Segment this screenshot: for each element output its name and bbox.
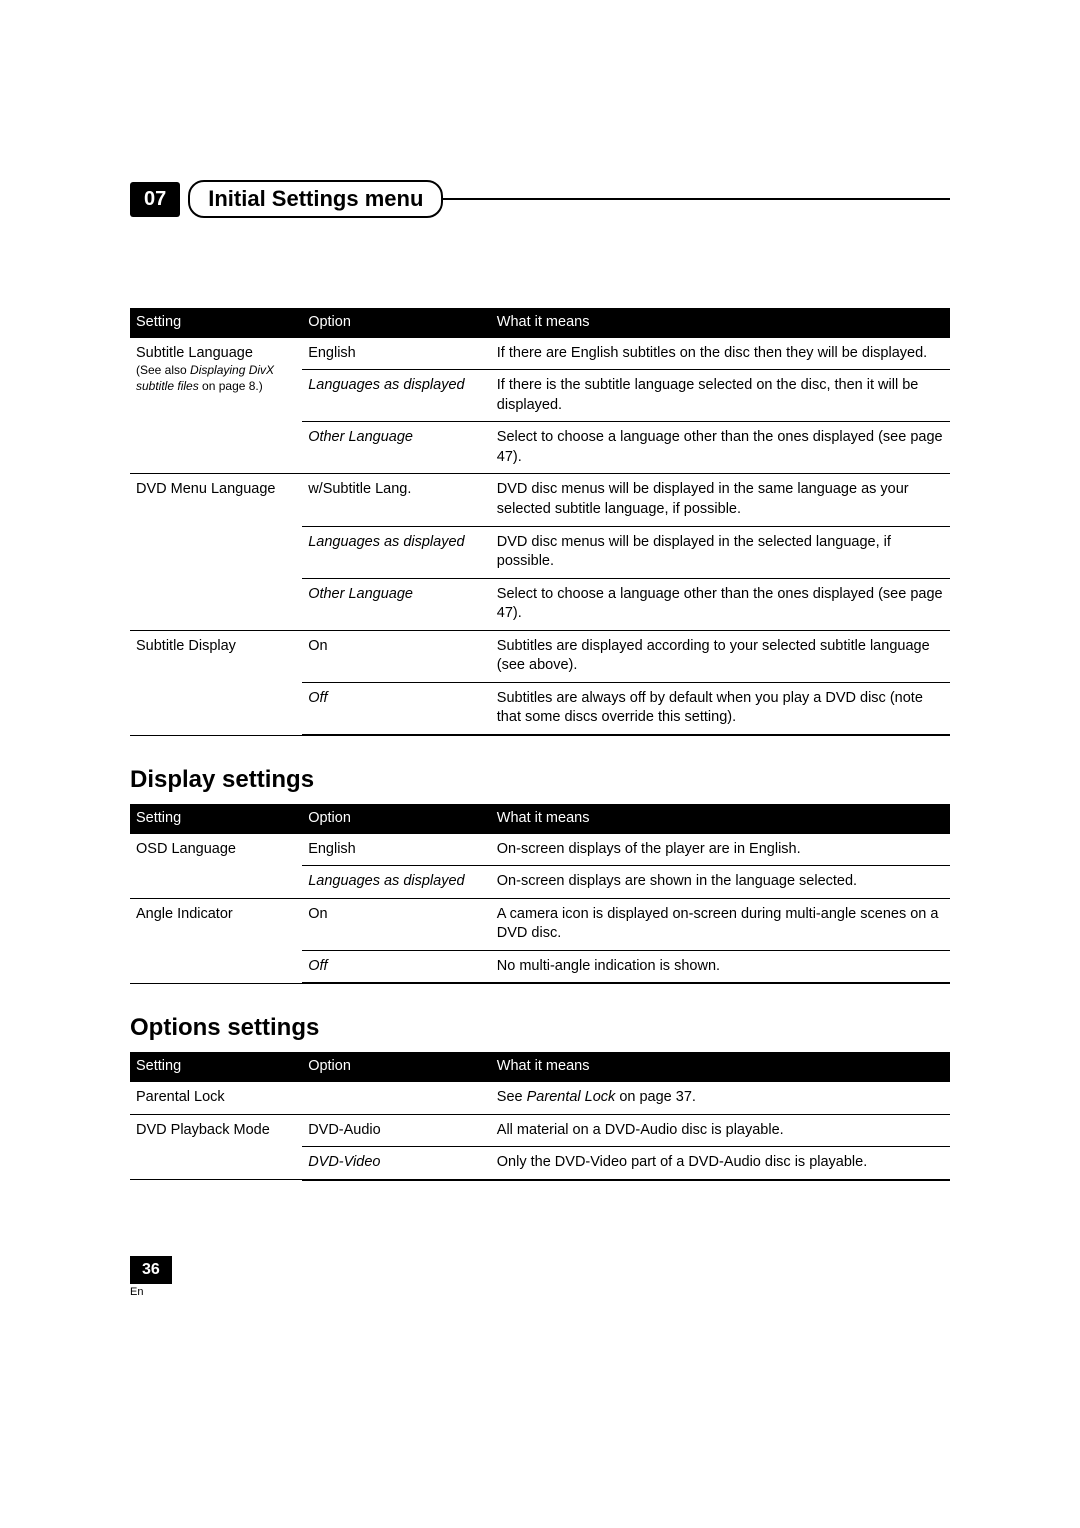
- option-cell: Off: [302, 950, 491, 983]
- meaning-cell: No multi-angle indication is shown.: [491, 950, 950, 983]
- meaning-cell: If there is the subtitle language select…: [491, 370, 950, 422]
- setting-cell: DVD Menu Language: [130, 474, 302, 630]
- col-setting: Setting: [130, 1052, 302, 1082]
- col-meaning: What it means: [491, 1052, 950, 1082]
- chapter-title-box: Initial Settings menu: [188, 180, 443, 218]
- meaning-cell: If there are English subtitles on the di…: [491, 338, 950, 370]
- option-cell: Languages as displayed: [302, 526, 491, 578]
- section-title-display: Display settings: [130, 766, 950, 794]
- meaning-cell: A camera icon is displayed on-screen dur…: [491, 898, 950, 950]
- option-cell: DVD-Audio: [302, 1114, 491, 1147]
- page-language: En: [130, 1286, 172, 1298]
- col-option: Option: [302, 804, 491, 834]
- table-row: Subtitle Language (See also Displaying D…: [130, 338, 950, 370]
- col-setting: Setting: [130, 308, 302, 338]
- setting-cell: Parental Lock: [130, 1082, 302, 1114]
- option-cell: Languages as displayed: [302, 370, 491, 422]
- header-rule: [441, 198, 950, 200]
- meaning-cell: Only the DVD-Video part of a DVD-Audio d…: [491, 1147, 950, 1180]
- setting-cell: Subtitle Display: [130, 630, 302, 735]
- option-cell: Languages as displayed: [302, 866, 491, 899]
- col-option: Option: [302, 308, 491, 338]
- option-cell: On: [302, 630, 491, 682]
- meaning-cell: DVD disc menus will be displayed in the …: [491, 474, 950, 526]
- setting-cell: Angle Indicator: [130, 898, 302, 983]
- col-meaning: What it means: [491, 308, 950, 338]
- meaning-cell: Subtitles are displayed according to you…: [491, 630, 950, 682]
- option-cell: English: [302, 338, 491, 370]
- chapter-title: Initial Settings menu: [208, 186, 423, 211]
- setting-cell: DVD Playback Mode: [130, 1114, 302, 1180]
- settings-table-1: Setting Option What it means Subtitle La…: [130, 308, 950, 736]
- table-row: DVD Menu Language w/Subtitle Lang. DVD d…: [130, 474, 950, 526]
- option-cell: Other Language: [302, 578, 491, 630]
- settings-table-2: Setting Option What it means OSD Languag…: [130, 804, 950, 984]
- page-footer: 36 En: [130, 1256, 172, 1298]
- option-cell: Other Language: [302, 422, 491, 474]
- setting-label: Subtitle Language: [136, 345, 253, 361]
- meaning-cell: See Parental Lock on page 37.: [491, 1082, 950, 1114]
- table-row: DVD Playback Mode DVD-Audio All material…: [130, 1114, 950, 1147]
- chapter-number: 07: [130, 182, 180, 217]
- meaning-cell: All material on a DVD-Audio disc is play…: [491, 1114, 950, 1147]
- table-row: OSD Language English On-screen displays …: [130, 834, 950, 866]
- col-option: Option: [302, 1052, 491, 1082]
- table-row: Angle Indicator On A camera icon is disp…: [130, 898, 950, 950]
- meaning-cell: Select to choose a language other than t…: [491, 422, 950, 474]
- meaning-cell: Subtitles are always off by default when…: [491, 682, 950, 735]
- option-cell: DVD-Video: [302, 1147, 491, 1180]
- option-cell: English: [302, 834, 491, 866]
- option-cell: w/Subtitle Lang.: [302, 474, 491, 526]
- settings-table-3: Setting Option What it means Parental Lo…: [130, 1052, 950, 1180]
- meaning-cell: DVD disc menus will be displayed in the …: [491, 526, 950, 578]
- option-cell: [302, 1082, 491, 1114]
- setting-cell: OSD Language: [130, 834, 302, 899]
- table-row: Subtitle Display On Subtitles are displa…: [130, 630, 950, 682]
- col-meaning: What it means: [491, 804, 950, 834]
- section-title-options: Options settings: [130, 1014, 950, 1042]
- option-cell: On: [302, 898, 491, 950]
- setting-note: (See also Displaying DivX subtitle files…: [136, 363, 296, 394]
- page-number: 36: [130, 1256, 172, 1284]
- meaning-cell: Select to choose a language other than t…: [491, 578, 950, 630]
- meaning-cell: On-screen displays of the player are in …: [491, 834, 950, 866]
- table-row: Parental Lock See Parental Lock on page …: [130, 1082, 950, 1114]
- option-cell: Off: [302, 682, 491, 735]
- setting-cell: Subtitle Language (See also Displaying D…: [130, 338, 302, 474]
- meaning-cell: On-screen displays are shown in the lang…: [491, 866, 950, 899]
- col-setting: Setting: [130, 804, 302, 834]
- chapter-header: 07 Initial Settings menu: [130, 180, 950, 218]
